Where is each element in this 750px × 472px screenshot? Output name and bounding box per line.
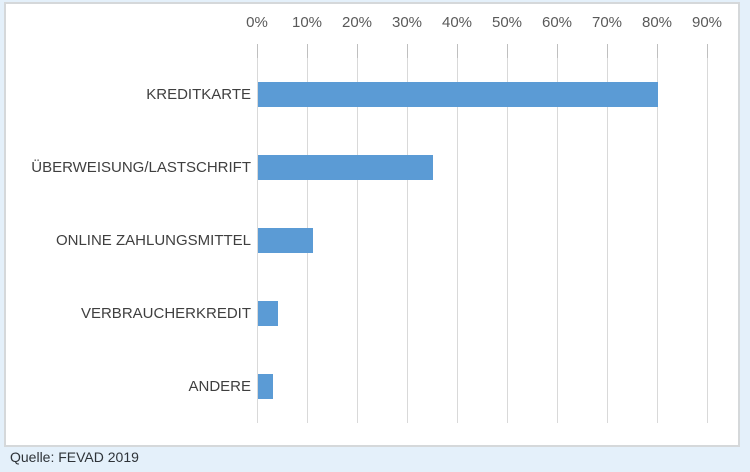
gridline bbox=[257, 58, 258, 423]
x-axis-tickmark bbox=[707, 44, 708, 58]
category-label: ONLINE ZAHLUNGSMITTEL bbox=[55, 231, 251, 249]
bar-online-zahlungsmittel bbox=[258, 228, 313, 253]
gridline bbox=[657, 58, 658, 423]
x-axis-tick-label: 40% bbox=[441, 14, 473, 31]
gridline bbox=[707, 58, 708, 423]
x-axis-tick-label: 90% bbox=[691, 14, 723, 31]
x-axis-tickmark bbox=[557, 44, 558, 58]
x-axis-tick-label: 0% bbox=[246, 14, 268, 31]
gridline bbox=[607, 58, 608, 423]
category-label: ÜBERWEISUNG/LASTSCHRIFT bbox=[31, 158, 251, 176]
x-axis-tickmark bbox=[507, 44, 508, 58]
bar-verbraucherkredit bbox=[258, 301, 278, 326]
category-label: ANDERE bbox=[188, 377, 251, 395]
x-axis-tickmark bbox=[257, 44, 258, 58]
x-axis-tickmark bbox=[457, 44, 458, 58]
x-axis-tickmark bbox=[407, 44, 408, 58]
gridline bbox=[507, 58, 508, 423]
x-axis-tickmark bbox=[307, 44, 308, 58]
x-axis-tick-label: 30% bbox=[391, 14, 423, 31]
gridline bbox=[557, 58, 558, 423]
category-label: KREDITKARTE bbox=[146, 85, 251, 103]
x-axis-tickmark bbox=[607, 44, 608, 58]
x-axis-tick-label: 80% bbox=[641, 14, 673, 31]
gridline bbox=[407, 58, 408, 423]
x-axis-tick-label: 50% bbox=[491, 14, 523, 31]
gridline bbox=[457, 58, 458, 423]
x-axis-tick-label: 10% bbox=[291, 14, 323, 31]
bar-andere bbox=[258, 374, 273, 399]
gridline bbox=[357, 58, 358, 423]
category-label: VERBRAUCHERKREDIT bbox=[80, 304, 251, 322]
chart-panel: 0% 10% 20% 30% 40% 50% 60% 70% 80% 90% KREDITKART… bbox=[6, 4, 738, 445]
x-axis-tickmark bbox=[657, 44, 658, 58]
x-axis-tick-label: 70% bbox=[591, 14, 623, 31]
x-axis-tick-label: 60% bbox=[541, 14, 573, 31]
x-axis-tickmark bbox=[357, 44, 358, 58]
bar--berweisung-lastschrift bbox=[258, 155, 433, 180]
source-note: Quelle: FEVAD 2019 bbox=[10, 449, 139, 465]
bar-kreditkarte bbox=[258, 82, 658, 107]
x-axis-tick-label: 20% bbox=[341, 14, 373, 31]
